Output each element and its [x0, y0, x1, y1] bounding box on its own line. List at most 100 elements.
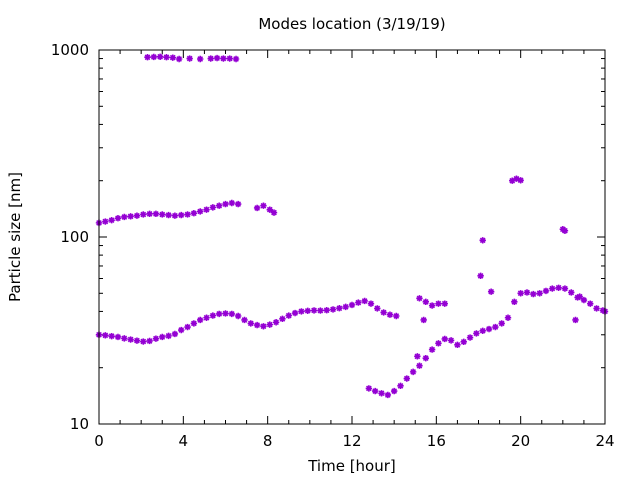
data-point	[228, 199, 236, 207]
data-point	[390, 387, 398, 395]
data-point	[222, 310, 229, 317]
data-point	[253, 204, 261, 212]
data-point	[169, 54, 176, 61]
plot-frame	[98, 49, 606, 425]
data-point	[114, 215, 122, 222]
data-point	[576, 293, 583, 300]
data-point	[574, 294, 581, 301]
x-tick-label: 24	[595, 432, 614, 450]
data-point	[447, 337, 455, 344]
data-point	[454, 341, 461, 349]
data-point	[178, 211, 185, 219]
data-point	[197, 316, 204, 324]
data-point	[420, 316, 427, 324]
data-point	[485, 325, 493, 333]
data-point	[291, 309, 299, 317]
data-point	[152, 210, 160, 218]
data-point	[114, 333, 122, 341]
data-point	[184, 211, 191, 218]
data-point	[572, 316, 579, 324]
y-axis-label: Particle size [nm]	[6, 172, 24, 302]
data-point	[228, 310, 236, 318]
data-point	[393, 312, 400, 320]
data-point	[270, 209, 278, 216]
data-point	[568, 289, 575, 296]
data-point	[561, 227, 569, 234]
data-point	[190, 320, 198, 327]
data-point	[108, 216, 115, 224]
data-point	[213, 54, 221, 62]
data-point	[435, 340, 442, 347]
data-point	[266, 206, 273, 213]
data-point	[190, 210, 198, 217]
data-point	[348, 301, 356, 309]
data-point	[163, 54, 170, 61]
data-point	[409, 368, 417, 376]
y-tick-label: 10	[70, 415, 89, 433]
data-point	[479, 327, 486, 335]
data-point	[146, 210, 153, 218]
data-point	[226, 55, 233, 62]
data-point	[121, 213, 128, 221]
data-point	[207, 55, 214, 62]
data-point	[175, 55, 183, 63]
data-point	[146, 337, 153, 345]
data-point	[140, 211, 147, 218]
data-point	[197, 208, 204, 215]
data-point	[279, 315, 286, 323]
x-tick-label: 0	[94, 432, 104, 450]
axis-ticks	[98, 49, 606, 425]
y-tick-label: 1000	[51, 41, 89, 59]
data-point	[266, 321, 273, 328]
data-point	[323, 307, 330, 314]
data-point	[298, 308, 305, 315]
data-point	[422, 354, 429, 362]
data-point	[416, 295, 423, 302]
data-point	[260, 202, 267, 209]
data-point	[378, 390, 385, 397]
y-tick-label: 100	[60, 228, 89, 246]
data-point	[203, 314, 210, 321]
data-point	[247, 320, 254, 327]
data-point	[329, 306, 337, 313]
data-point	[171, 212, 179, 219]
data-point	[241, 316, 248, 324]
data-point	[253, 321, 261, 329]
data-point	[355, 299, 362, 306]
data-point	[209, 204, 217, 211]
data-point	[102, 218, 109, 225]
data-point	[232, 55, 240, 63]
data-point	[466, 334, 474, 341]
data-point	[150, 53, 158, 61]
x-tick-label: 8	[263, 432, 273, 450]
data-point	[272, 319, 280, 326]
data-point	[165, 332, 172, 340]
data-point	[133, 337, 141, 344]
data-point	[108, 332, 115, 340]
data-point	[479, 237, 486, 244]
x-tick-label: 20	[511, 432, 530, 450]
data-point	[403, 375, 411, 382]
data-point	[222, 200, 229, 208]
data-point	[523, 289, 531, 296]
x-tick-label: 12	[342, 432, 361, 450]
data-point	[549, 285, 556, 292]
data-point	[511, 298, 518, 306]
data-point	[234, 312, 242, 320]
data-point	[536, 290, 543, 297]
data-point	[414, 353, 421, 360]
data-point	[428, 302, 436, 309]
data-point	[509, 177, 516, 184]
data-point	[517, 177, 524, 184]
data-point	[367, 300, 375, 307]
data-point	[580, 296, 588, 304]
data-point	[561, 285, 569, 292]
data-point	[203, 206, 210, 213]
data-point	[121, 335, 128, 342]
data-point	[587, 300, 594, 307]
data-point	[234, 200, 242, 208]
data-point	[504, 314, 512, 321]
data-point	[197, 55, 204, 63]
data-point	[144, 54, 151, 61]
data-point	[435, 300, 442, 307]
